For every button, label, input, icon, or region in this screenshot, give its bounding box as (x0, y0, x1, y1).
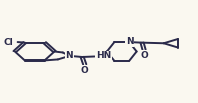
Text: N: N (66, 52, 73, 60)
Text: N: N (126, 37, 133, 46)
Text: Cl: Cl (4, 38, 13, 47)
Text: O: O (140, 51, 148, 60)
Text: HN: HN (96, 52, 111, 60)
Text: O: O (81, 66, 89, 75)
